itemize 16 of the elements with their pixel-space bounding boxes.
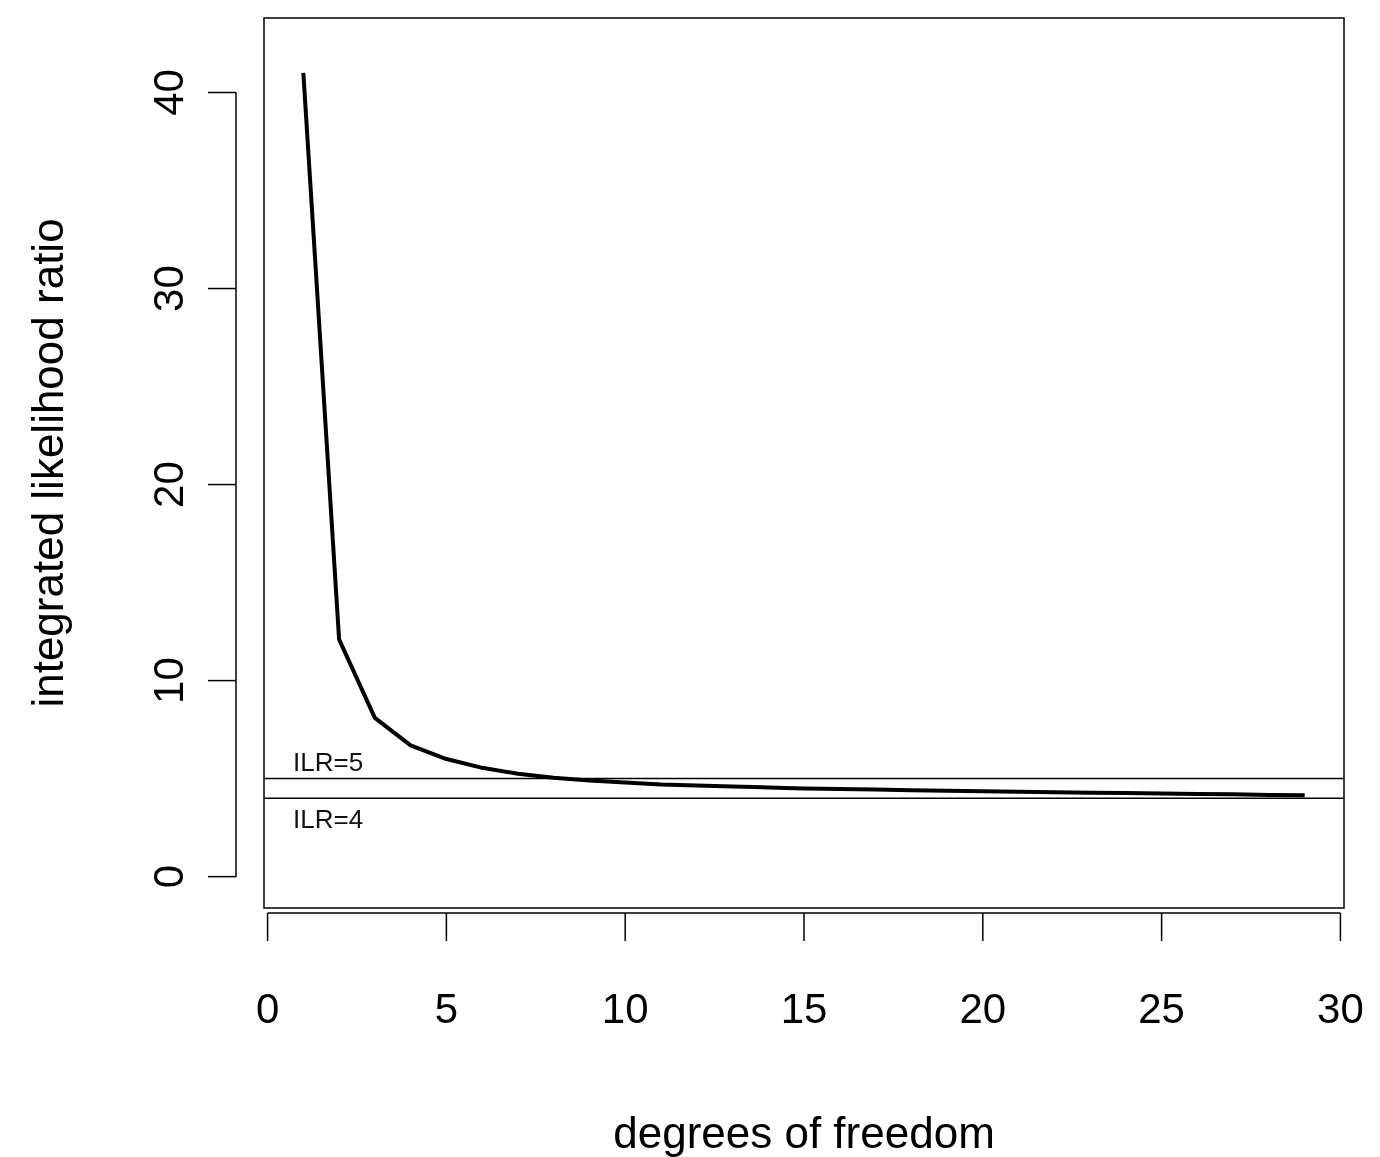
y-axis-title: integrated likelihood ratio [23,218,72,708]
x-tick-label: 5 [434,985,459,1032]
x-tick-label: 15 [780,985,828,1032]
y-tick-label: 0 [145,864,192,889]
x-axis-title: degrees of freedom [613,1108,995,1157]
x-tick-label: 25 [1138,985,1185,1032]
ref-line-label: ILR=4 [293,804,364,835]
x-tick-label: 0 [255,985,280,1032]
y-tick-label: 10 [145,657,192,704]
y-tick-label: 40 [145,69,192,116]
x-tick-label: 20 [959,985,1007,1032]
y-tick-label: 30 [145,265,192,312]
ref-line-label: ILR=5 [293,746,364,777]
x-tick-label: 10 [601,985,649,1032]
y-tick-label: 20 [145,461,192,508]
x-tick-label: 30 [1317,985,1364,1032]
